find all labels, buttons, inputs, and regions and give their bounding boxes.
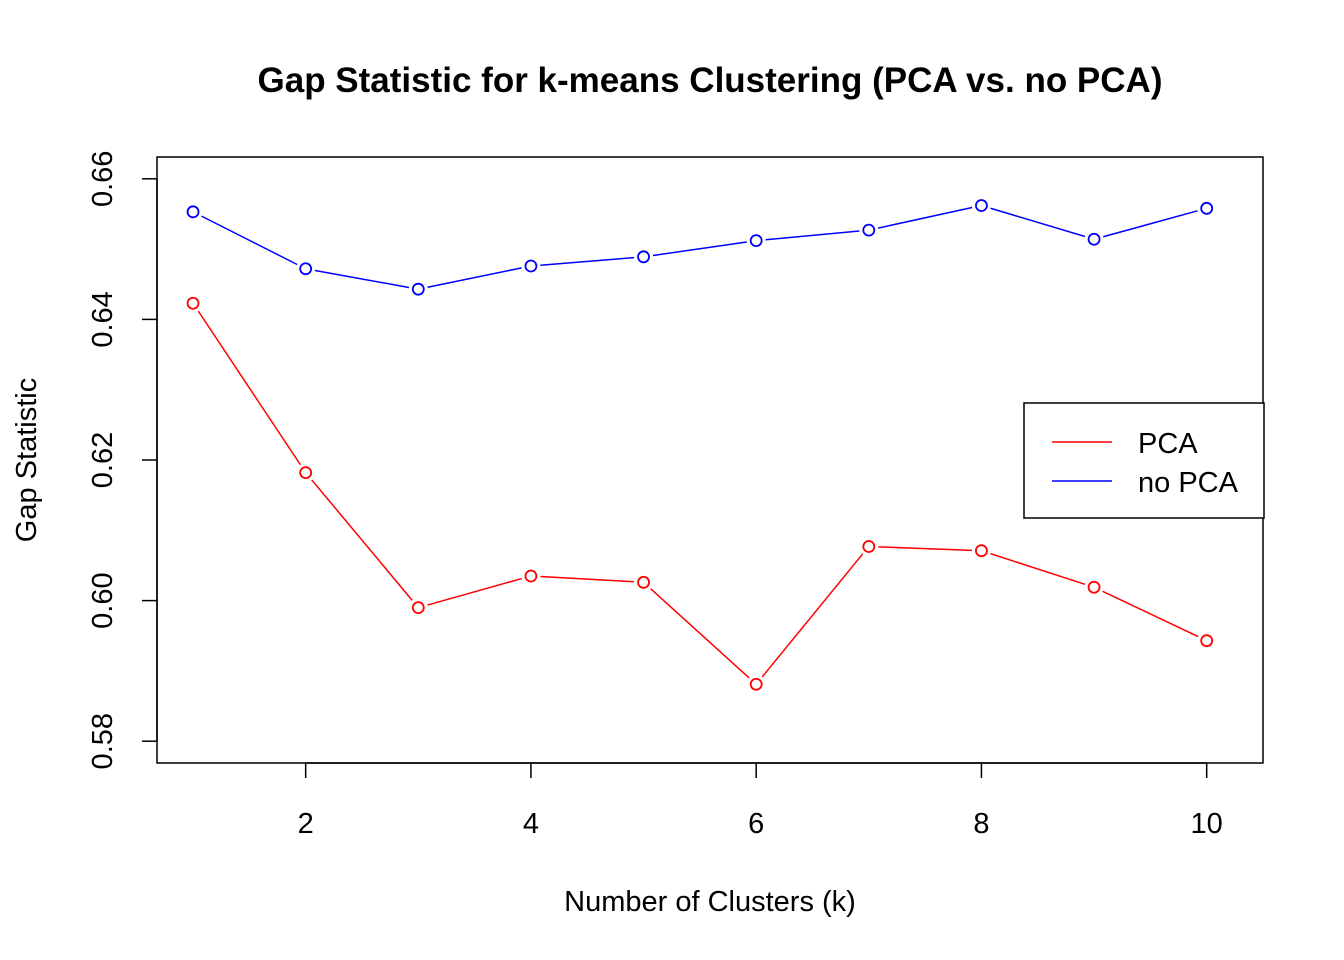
x-axis: 2 4 6 8 10 bbox=[298, 762, 1223, 840]
series-segment bbox=[765, 230, 860, 241]
series-segment bbox=[314, 269, 410, 289]
series-segment bbox=[990, 207, 1086, 238]
series-segment bbox=[427, 267, 522, 288]
x-tick-label: 6 bbox=[748, 808, 764, 840]
series-segment bbox=[197, 310, 302, 466]
series-segment bbox=[540, 256, 635, 266]
data-point bbox=[186, 296, 200, 310]
series-segment bbox=[427, 577, 522, 606]
y-axis-label: Gap Statistic bbox=[11, 378, 43, 542]
series-segment bbox=[1102, 590, 1199, 638]
data-point bbox=[1087, 580, 1101, 594]
data-point bbox=[1087, 232, 1101, 246]
y-tick-label: 0.58 bbox=[87, 713, 119, 769]
data-point bbox=[411, 282, 425, 296]
legend-label-no-pca: no PCA bbox=[1138, 467, 1239, 499]
data-point bbox=[1200, 634, 1214, 648]
x-axis-label: Number of Clusters (k) bbox=[564, 886, 856, 918]
data-point bbox=[749, 234, 763, 248]
x-tick-label: 2 bbox=[298, 808, 314, 840]
legend-box bbox=[1023, 402, 1265, 519]
data-point bbox=[975, 544, 988, 558]
y-tick-label: 0.60 bbox=[87, 572, 119, 628]
data-point bbox=[299, 262, 313, 276]
series-segment bbox=[877, 206, 973, 229]
x-tick-label: 4 bbox=[523, 808, 539, 840]
series-segment bbox=[540, 575, 635, 583]
series-segment bbox=[990, 552, 1086, 586]
data-point bbox=[411, 601, 425, 615]
data-point bbox=[862, 540, 876, 553]
x-tick-label: 10 bbox=[1191, 808, 1223, 840]
data-point bbox=[975, 199, 988, 212]
y-tick-label: 0.62 bbox=[87, 432, 119, 488]
series-segment bbox=[201, 215, 298, 266]
series-segment bbox=[311, 479, 413, 601]
series-layer bbox=[186, 199, 1214, 691]
legend: PCA no PCA bbox=[1023, 402, 1265, 519]
data-point bbox=[524, 569, 538, 583]
series-segment bbox=[650, 588, 750, 679]
legend-label-pca: PCA bbox=[1138, 428, 1198, 460]
y-axis: 0.58 0.60 0.62 0.64 0.66 bbox=[87, 151, 158, 769]
series-segment bbox=[652, 241, 747, 257]
data-point bbox=[1200, 201, 1214, 215]
data-point bbox=[862, 223, 876, 237]
series-segment bbox=[761, 553, 864, 678]
data-point bbox=[524, 259, 538, 273]
x-tick-label: 8 bbox=[973, 808, 989, 840]
data-point bbox=[186, 205, 200, 219]
data-point bbox=[637, 575, 650, 589]
chart-title: Gap Statistic for k-means Clustering (PC… bbox=[258, 61, 1163, 100]
series-segment bbox=[878, 546, 972, 552]
data-point bbox=[299, 466, 313, 480]
y-tick-label: 0.66 bbox=[87, 151, 119, 207]
y-tick-label: 0.64 bbox=[87, 291, 119, 347]
series-segment bbox=[1103, 210, 1198, 238]
data-point bbox=[637, 250, 650, 264]
series-pca bbox=[186, 296, 1214, 691]
data-point bbox=[749, 677, 763, 691]
series-no-pca bbox=[186, 199, 1214, 296]
